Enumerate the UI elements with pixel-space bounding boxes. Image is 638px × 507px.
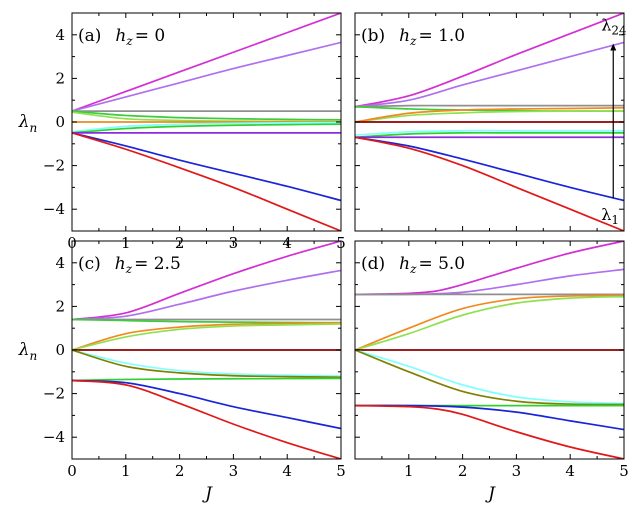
series-line-10 [355,404,624,431]
series-lines [72,241,341,459]
series-line-12 [355,136,624,231]
series-line-9 [72,349,341,379]
y-tick-label: 4 [55,254,65,272]
y-tick-label: 2 [55,297,65,315]
range-arrow [610,43,617,199]
panel-label: (a) hz = 0 [78,26,165,48]
y-tick-label: −2 [43,385,65,403]
lambda-1-label: λ1 [601,205,619,227]
x-tick-label: 1 [121,462,131,480]
y-tick-label: −4 [43,200,65,218]
series-line-11 [72,379,341,430]
series-lines [355,241,624,459]
arrow-head [610,43,617,51]
series-line-4 [355,294,624,351]
y-axis-label: λn [18,112,38,135]
ticks [71,12,342,232]
series-line-1 [72,13,341,112]
x-tick-label: 5 [619,462,629,480]
y-tick-label: 4 [55,26,65,44]
panel-b: (b) hz = 1.0 λ24 λ1 [354,12,627,232]
x-tick-label: 1 [404,462,414,480]
x-axis-label: J [202,484,213,504]
series-line-4 [72,110,341,121]
series-line-1 [355,13,624,108]
series-line-11 [72,132,341,231]
panel-c: 0 1 2 3 4 5 4 2 0 −2 −4 λn J (c) hz = 2.5 [18,240,346,504]
x-tick-label: 2 [175,462,185,480]
y-tick-label: 0 [55,341,65,359]
series-line-8 [355,349,624,406]
y-axis-label: λn [18,340,38,363]
series-lines [355,13,624,231]
series-line-11 [355,136,624,202]
series-line-12 [72,379,341,459]
series-line-5 [355,295,624,351]
x-axis-label: J [485,484,496,504]
series-line-3 [355,104,624,108]
x-tick-label: 5 [336,462,346,480]
series-line-11 [355,404,624,459]
series-line-2 [355,41,624,108]
x-tick-label: 4 [565,462,575,480]
lambda-24-label: λ24 [601,15,627,37]
x-tick-label: 0 [67,462,77,480]
x-tick-label: 3 [229,462,239,480]
series-line-5 [355,110,624,123]
series-line-8 [72,349,341,378]
ticks [354,240,625,460]
x-tick-label: 3 [512,462,522,480]
series-line-1 [72,241,341,321]
y-tick-label: −4 [43,428,65,446]
series-line-2 [72,269,341,321]
series-line-10 [72,377,341,382]
series-line-1 [355,241,624,296]
panel-label: (c) hz = 2.5 [78,254,181,276]
series-line-7 [355,349,624,405]
panel-label: (b) hz = 1.0 [361,26,465,48]
y-tick-label: −2 [43,157,65,175]
series-lines [72,13,341,231]
series-line-5 [72,321,341,351]
y-tick-label: 2 [55,69,65,87]
x-tick-label: 2 [458,462,468,480]
series-line-7 [72,121,341,133]
series-line-8 [355,129,624,136]
series-line-6 [355,106,624,123]
series-line-6 [72,322,341,351]
y-tick-label: 0 [55,113,65,131]
ticks [354,12,625,232]
series-line-10 [72,132,341,202]
x-tick-label: 4 [282,462,292,480]
panel-label: (d) hz = 5.0 [361,254,465,276]
ticks [71,240,342,460]
series-line-2 [72,41,341,112]
series-line-8 [72,123,341,134]
series-line-2 [355,268,624,296]
series-line-9 [355,131,624,139]
panel-d: 1 2 3 4 5 J (d) hz = 5.0 [354,240,629,504]
